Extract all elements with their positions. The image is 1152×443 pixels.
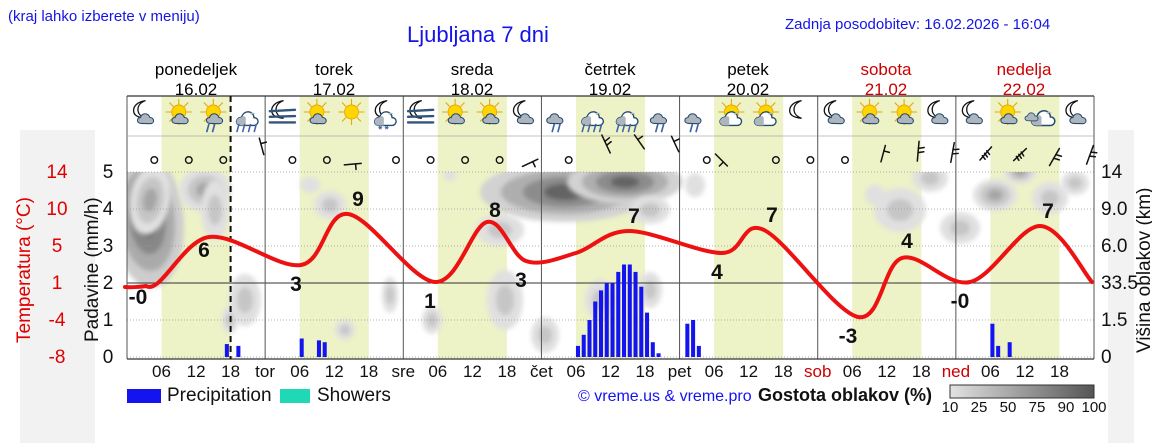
svg-text:12: 12 <box>325 362 344 381</box>
svg-text:Gostota oblakov (%): Gostota oblakov (%) <box>758 385 932 405</box>
svg-text:12: 12 <box>187 362 206 381</box>
svg-text:-0: -0 <box>951 290 970 313</box>
svg-text:50: 50 <box>1000 399 1017 416</box>
svg-text:4: 4 <box>901 230 913 253</box>
svg-text:pet: pet <box>668 362 692 381</box>
svg-text:18: 18 <box>774 362 793 381</box>
svg-text:3: 3 <box>515 269 527 292</box>
svg-text:12: 12 <box>739 362 758 381</box>
svg-text:12: 12 <box>1015 362 1034 381</box>
svg-text:7: 7 <box>766 204 778 227</box>
svg-text:06: 06 <box>567 362 586 381</box>
svg-text:6.0: 6.0 <box>1101 236 1127 257</box>
svg-text:14: 14 <box>46 162 68 183</box>
svg-text:sre: sre <box>391 362 415 381</box>
svg-text:14: 14 <box>1101 162 1123 183</box>
svg-text:Showers: Showers <box>317 385 391 406</box>
svg-text:1.5: 1.5 <box>1101 310 1127 331</box>
svg-text:06: 06 <box>705 362 724 381</box>
svg-text:1: 1 <box>424 290 436 313</box>
svg-text:06: 06 <box>152 362 171 381</box>
svg-text:4: 4 <box>103 199 114 220</box>
svg-text:10: 10 <box>942 399 959 416</box>
svg-text:1: 1 <box>52 273 63 294</box>
svg-text:9: 9 <box>352 188 364 211</box>
svg-text:7: 7 <box>628 205 640 228</box>
svg-text:tor: tor <box>255 362 275 381</box>
svg-text:18: 18 <box>221 362 240 381</box>
svg-text:1: 1 <box>103 310 114 331</box>
svg-text:06: 06 <box>981 362 1000 381</box>
svg-text:18: 18 <box>636 362 655 381</box>
svg-text:5: 5 <box>52 236 63 257</box>
svg-text:0: 0 <box>1101 347 1112 368</box>
svg-text:33.5: 33.5 <box>1101 273 1138 294</box>
svg-text:-3: -3 <box>839 325 858 348</box>
svg-text:18: 18 <box>912 362 931 381</box>
svg-text:Precipitation: Precipitation <box>167 385 272 406</box>
svg-text:12: 12 <box>463 362 482 381</box>
svg-text:06: 06 <box>428 362 447 381</box>
svg-text:3: 3 <box>103 236 114 257</box>
svg-text:-0: -0 <box>129 286 148 309</box>
svg-text:12: 12 <box>877 362 896 381</box>
svg-text:3: 3 <box>290 273 302 296</box>
svg-text:25: 25 <box>971 399 988 416</box>
svg-text:06: 06 <box>843 362 862 381</box>
svg-text:6: 6 <box>198 239 210 262</box>
svg-text:18: 18 <box>1050 362 1069 381</box>
svg-text:2: 2 <box>103 273 114 294</box>
svg-text:100: 100 <box>1081 399 1106 416</box>
svg-text:18: 18 <box>497 362 516 381</box>
svg-text:čet: čet <box>530 362 553 381</box>
svg-text:7: 7 <box>1042 200 1054 223</box>
svg-text:sob: sob <box>804 362 831 381</box>
svg-text:10: 10 <box>46 199 67 220</box>
svg-text:06: 06 <box>290 362 309 381</box>
svg-text:-8: -8 <box>49 347 66 368</box>
svg-text:90: 90 <box>1058 399 1075 416</box>
svg-text:ned: ned <box>942 362 970 381</box>
svg-text:-4: -4 <box>49 310 66 331</box>
svg-text:© vreme.us & vreme.pro: © vreme.us & vreme.pro <box>578 388 752 405</box>
svg-text:8: 8 <box>489 199 501 222</box>
svg-text:18: 18 <box>359 362 378 381</box>
svg-text:5: 5 <box>103 162 114 183</box>
svg-text:9.0: 9.0 <box>1101 199 1127 220</box>
svg-text:4: 4 <box>711 261 723 284</box>
svg-text:75: 75 <box>1029 399 1046 416</box>
svg-text:0: 0 <box>103 347 114 368</box>
svg-text:12: 12 <box>601 362 620 381</box>
